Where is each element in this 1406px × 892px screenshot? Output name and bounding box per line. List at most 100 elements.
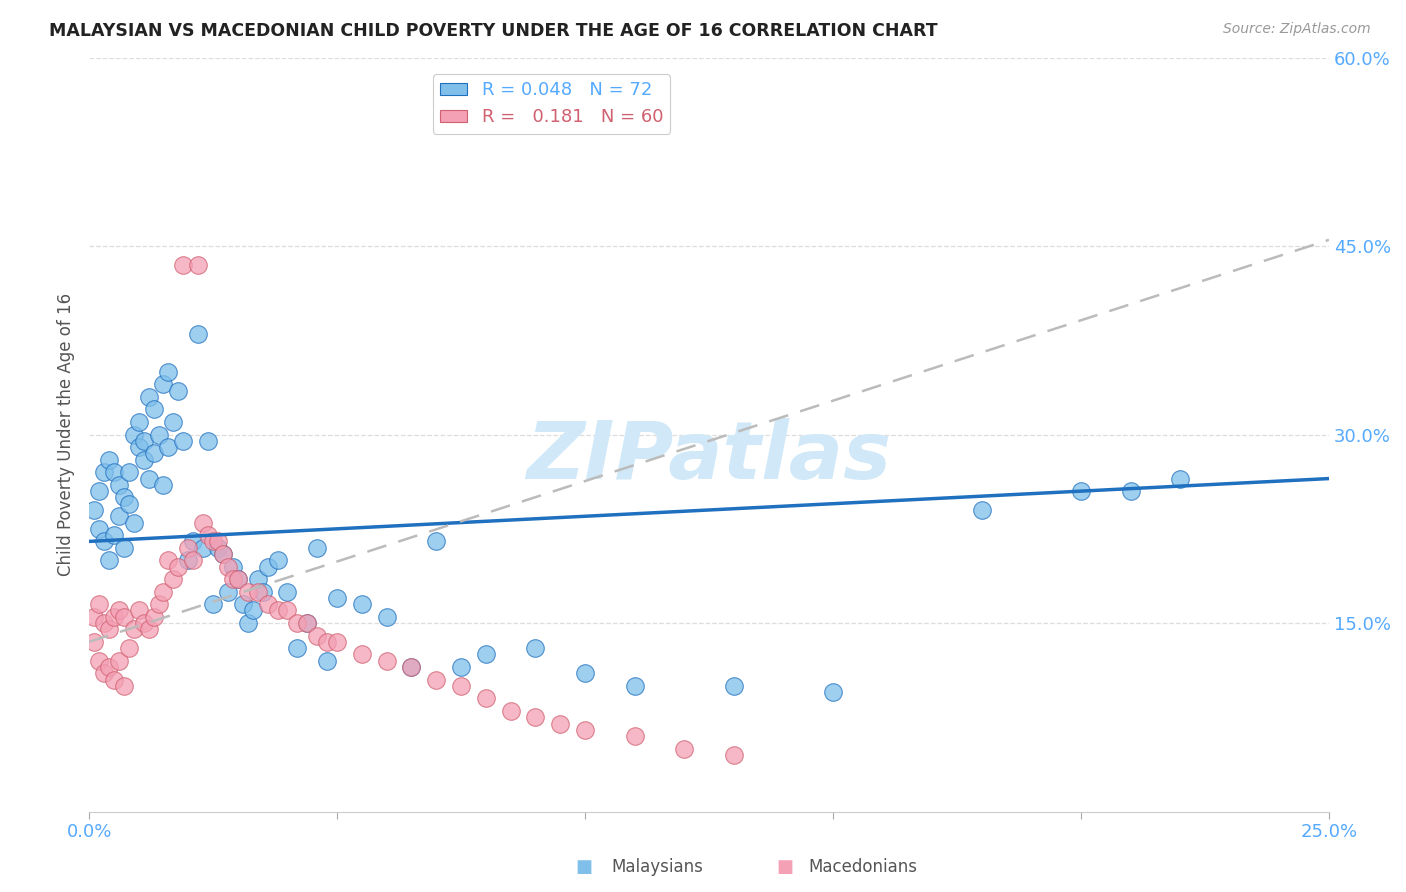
Point bbox=[475, 648, 498, 662]
Point bbox=[142, 402, 165, 417]
Point bbox=[1070, 484, 1092, 499]
Point bbox=[108, 603, 131, 617]
Point bbox=[1119, 484, 1142, 499]
Point bbox=[172, 258, 194, 272]
Point bbox=[276, 603, 298, 617]
Point bbox=[450, 679, 472, 693]
Point bbox=[152, 377, 174, 392]
Point bbox=[297, 615, 319, 630]
Point bbox=[157, 553, 180, 567]
Point bbox=[207, 534, 229, 549]
Point bbox=[226, 572, 249, 586]
Point bbox=[187, 258, 209, 272]
Point bbox=[723, 747, 745, 762]
Point bbox=[167, 559, 190, 574]
Point bbox=[122, 623, 145, 637]
Point bbox=[187, 327, 209, 342]
Point bbox=[152, 478, 174, 492]
Point bbox=[266, 603, 288, 617]
Point bbox=[217, 584, 239, 599]
Point bbox=[162, 415, 184, 429]
Point bbox=[425, 673, 447, 687]
Point bbox=[287, 641, 309, 656]
Point bbox=[207, 541, 229, 555]
Point bbox=[191, 541, 214, 555]
Point bbox=[242, 603, 264, 617]
Point bbox=[524, 710, 547, 724]
Point bbox=[132, 452, 155, 467]
Point bbox=[93, 615, 115, 630]
Point bbox=[83, 635, 105, 649]
Text: Source: ZipAtlas.com: Source: ZipAtlas.com bbox=[1223, 22, 1371, 37]
Point bbox=[475, 691, 498, 706]
Point bbox=[157, 440, 180, 454]
Point bbox=[222, 559, 245, 574]
Point bbox=[138, 390, 160, 404]
Point bbox=[118, 641, 141, 656]
Point bbox=[191, 516, 214, 530]
Point bbox=[375, 609, 398, 624]
Point bbox=[138, 623, 160, 637]
Point bbox=[287, 615, 309, 630]
Point bbox=[623, 679, 645, 693]
Point bbox=[821, 685, 844, 699]
Point bbox=[87, 484, 110, 499]
Point bbox=[132, 434, 155, 448]
Point bbox=[162, 572, 184, 586]
Point bbox=[548, 716, 571, 731]
Point bbox=[118, 465, 141, 479]
Point bbox=[172, 434, 194, 448]
Point bbox=[132, 615, 155, 630]
Point bbox=[128, 440, 150, 454]
Point bbox=[103, 673, 125, 687]
Point bbox=[574, 723, 596, 737]
Point bbox=[212, 547, 235, 561]
Point bbox=[236, 584, 259, 599]
Point bbox=[83, 503, 105, 517]
Point bbox=[118, 497, 141, 511]
Point bbox=[226, 572, 249, 586]
Point bbox=[93, 534, 115, 549]
Point bbox=[138, 472, 160, 486]
Point bbox=[202, 597, 225, 611]
Point bbox=[177, 553, 200, 567]
Point bbox=[197, 434, 219, 448]
Point bbox=[152, 584, 174, 599]
Point bbox=[93, 465, 115, 479]
Point bbox=[401, 660, 423, 674]
Point bbox=[350, 648, 373, 662]
Point bbox=[103, 465, 125, 479]
Text: Malaysians: Malaysians bbox=[612, 858, 703, 876]
Point bbox=[574, 666, 596, 681]
Point bbox=[222, 572, 245, 586]
Point bbox=[112, 679, 135, 693]
Point bbox=[723, 679, 745, 693]
Point bbox=[112, 491, 135, 505]
Point bbox=[83, 609, 105, 624]
Point bbox=[297, 615, 319, 630]
Point bbox=[122, 427, 145, 442]
Point bbox=[128, 603, 150, 617]
Point bbox=[970, 503, 993, 517]
Point bbox=[87, 522, 110, 536]
Point bbox=[1168, 472, 1191, 486]
Point bbox=[236, 615, 259, 630]
Point bbox=[316, 635, 339, 649]
Point bbox=[276, 584, 298, 599]
Point bbox=[623, 729, 645, 743]
Point bbox=[197, 528, 219, 542]
Point bbox=[326, 635, 349, 649]
Point bbox=[97, 660, 120, 674]
Point bbox=[246, 584, 269, 599]
Point bbox=[401, 660, 423, 674]
Point bbox=[256, 597, 278, 611]
Point bbox=[524, 641, 547, 656]
Text: Macedonians: Macedonians bbox=[808, 858, 918, 876]
Point bbox=[307, 541, 329, 555]
Point bbox=[202, 534, 225, 549]
Point bbox=[108, 654, 131, 668]
Point bbox=[97, 452, 120, 467]
Point bbox=[217, 559, 239, 574]
Point bbox=[87, 654, 110, 668]
Legend: R = 0.048   N = 72, R =   0.181   N = 60: R = 0.048 N = 72, R = 0.181 N = 60 bbox=[433, 74, 671, 134]
